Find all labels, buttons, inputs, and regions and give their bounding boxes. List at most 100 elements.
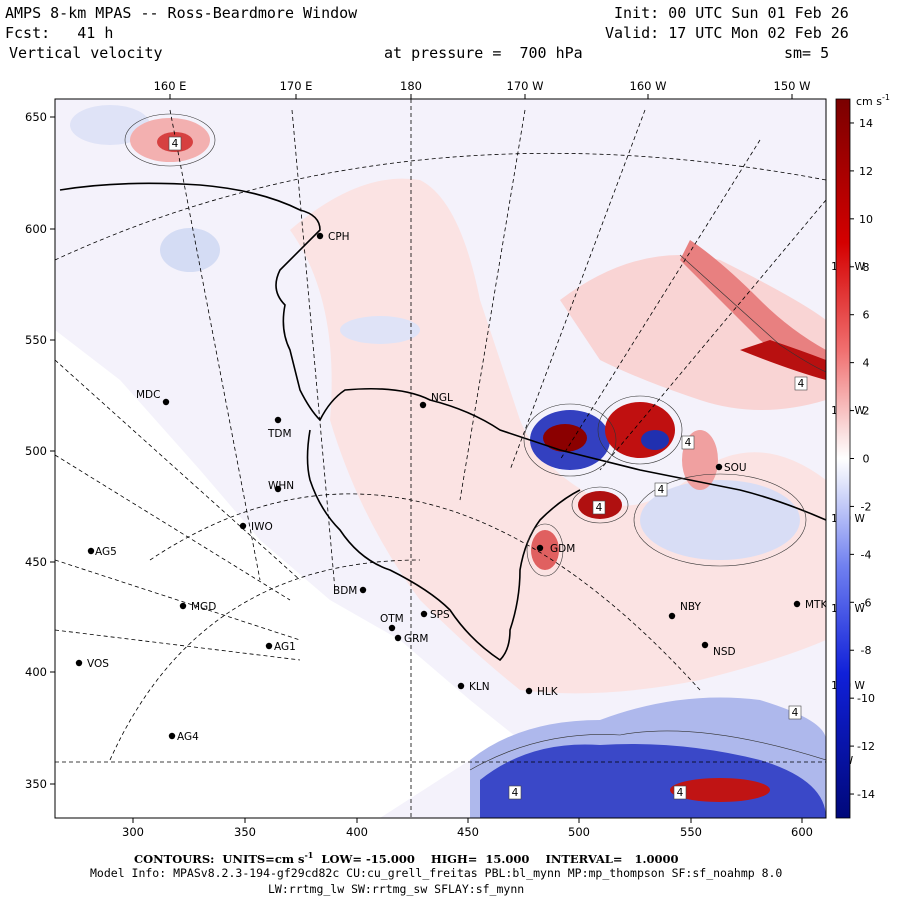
- negative-core-b: [641, 430, 669, 450]
- contour-label: 4: [512, 787, 519, 799]
- contour-label: 4: [792, 707, 799, 719]
- forecast-hour: Fcst: 41 h: [5, 24, 114, 42]
- model-info: Model Info: MPASv8.2.3-194-gf29cd82c CU:…: [90, 866, 783, 880]
- contour-label-box: [794, 376, 808, 391]
- station-marker: [420, 610, 428, 618]
- contour-label-box: [168, 136, 182, 151]
- contour-label: 4: [596, 502, 603, 514]
- negative-blob-north: [70, 105, 150, 145]
- station-marker: [394, 634, 402, 642]
- left-tick-label: 650: [25, 110, 47, 124]
- station-label: VOS: [87, 658, 109, 670]
- bottom-tick-label: 500: [568, 825, 590, 839]
- contour-label-box: [681, 435, 695, 450]
- left-tick-label: 350: [25, 777, 47, 791]
- no-data-region: [55, 330, 520, 818]
- station-label: NBY: [680, 601, 701, 613]
- colorbar-label: -10: [857, 692, 875, 705]
- contour-lines: [124, 113, 826, 771]
- left-tick-label: 400: [25, 665, 47, 679]
- colorbar-label: 14: [859, 117, 873, 130]
- velocity-field: 4 4 4 4 4 4 4 4 CPH NGL MDC TDM WHN IWO AG5 MGD BDM OTM S…: [55, 99, 828, 818]
- contour-label-box: [788, 705, 802, 720]
- positive-region-east: [560, 255, 826, 410]
- bottom-tick-label: 300: [122, 825, 144, 839]
- positive-region-broad: [290, 178, 826, 694]
- plot-title: AMPS 8-km MPAS -- Ross-Beardmore Window: [5, 4, 358, 22]
- station-marker: [162, 398, 170, 406]
- station-marker: [715, 463, 723, 471]
- station-label: MGD: [191, 601, 216, 613]
- station-marker: [419, 401, 427, 409]
- colorbar-label: 4: [863, 357, 870, 370]
- station-marker: [525, 687, 533, 695]
- valid-time: Valid: 17 UTC Mon 02 Feb 26: [605, 24, 849, 42]
- station-label: NSD: [713, 646, 736, 658]
- station-marker: [75, 659, 83, 667]
- smoothing-label: sm= 5: [784, 44, 830, 62]
- station-label: AG4: [177, 731, 199, 743]
- coastline-ice-shelf: [306, 429, 581, 662]
- colorbar-label: 0: [863, 453, 870, 466]
- colorbar-label: -12: [857, 740, 875, 753]
- colorbar-label: -2: [861, 500, 872, 513]
- station-marker: [274, 485, 282, 493]
- plot-frame: [54, 98, 827, 819]
- init-time: Init: 00 UTC Sun 01 Feb 26: [614, 4, 849, 22]
- graticule: [55, 99, 826, 818]
- station-label: NGL: [431, 392, 453, 404]
- station-marker: [316, 232, 324, 240]
- station-label: BDM: [333, 585, 357, 597]
- station-label: CPH: [328, 231, 350, 243]
- positive-core-a: [543, 424, 587, 452]
- contour-label: 4: [677, 787, 684, 799]
- station-label: HLK: [537, 686, 559, 698]
- station-marker: [265, 642, 273, 650]
- contour-label: 4: [658, 484, 665, 496]
- station-marker: [668, 612, 676, 620]
- contour-label: 4: [798, 378, 805, 390]
- positive-core-b: [605, 402, 675, 458]
- positive-ridge-east: [680, 240, 826, 380]
- top-tick-label: 170 E: [280, 79, 313, 93]
- colorbar: [835, 98, 851, 819]
- contour-label-box: [592, 500, 606, 515]
- station-marker: [359, 586, 367, 594]
- station-label: GDM: [550, 543, 575, 555]
- station-label: AG5: [95, 546, 117, 558]
- coastline-north: [59, 182, 826, 521]
- station-label: MTK: [805, 599, 828, 611]
- station-marker: [701, 641, 709, 649]
- contour-label-box: [508, 785, 522, 800]
- colorbar-label: 12: [859, 165, 873, 178]
- model-info-physics: LW:rrtmg_lw SW:rrtmg_sw SFLAY:sf_mynn: [268, 882, 525, 896]
- station-marker: [239, 522, 247, 530]
- top-tick-label: 170 W: [507, 79, 544, 93]
- bottom-tick-label: 550: [680, 825, 702, 839]
- colorbar-label: -6: [861, 596, 872, 609]
- contour-label: 4: [172, 138, 179, 150]
- colorbar-label: 2: [863, 405, 870, 418]
- station-label: WHN: [268, 480, 294, 492]
- contour-label-box: [654, 482, 668, 497]
- left-tick-label: 500: [25, 444, 47, 458]
- colorbar-label: -8: [861, 644, 872, 657]
- positive-core-south: [670, 778, 770, 802]
- colorbar-label: -14: [857, 788, 875, 801]
- variable-name: Vertical velocity: [9, 44, 163, 62]
- top-tick-label: 150 W: [774, 79, 811, 93]
- left-tick-label: 550: [25, 333, 47, 347]
- bottom-tick-label: 600: [791, 825, 813, 839]
- station-marker: [793, 600, 801, 608]
- negative-blob-central: [340, 316, 420, 344]
- station-label: MDC: [136, 389, 160, 401]
- station-marker: [536, 544, 544, 552]
- positive-core-east: [740, 340, 826, 380]
- left-tick-label: 600: [25, 222, 47, 236]
- colorbar-label: -4: [861, 548, 872, 561]
- station-label: GRM: [404, 633, 429, 645]
- negative-region-east: [640, 480, 800, 560]
- colorbar-label: 6: [863, 309, 870, 322]
- station-marker: [168, 732, 176, 740]
